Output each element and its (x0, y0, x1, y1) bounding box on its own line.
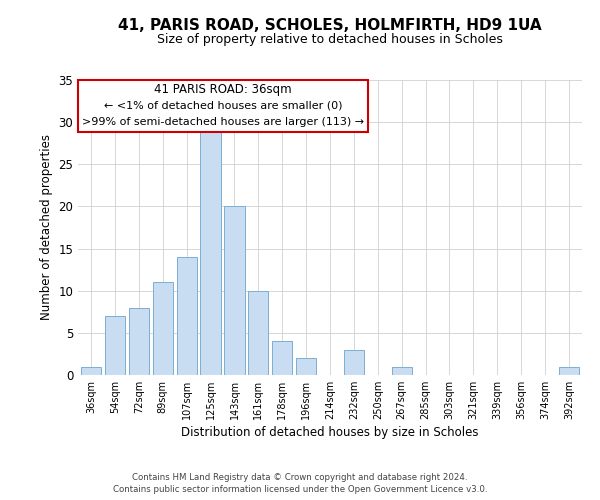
Bar (200, 130, 221, 375)
Bar (248, 290, 268, 375)
Text: ← <1% of detached houses are smaller (0): ← <1% of detached houses are smaller (0) (104, 101, 342, 111)
Bar (105, 316, 125, 375)
Bar (224, 206, 245, 375)
Text: 41 PARIS ROAD: 36sqm: 41 PARIS ROAD: 36sqm (154, 83, 292, 96)
Text: 41, PARIS ROAD, SCHOLES, HOLMFIRTH, HD9 1UA: 41, PARIS ROAD, SCHOLES, HOLMFIRTH, HD9 … (118, 18, 542, 32)
X-axis label: Distribution of detached houses by size in Scholes: Distribution of detached houses by size … (181, 426, 479, 439)
Text: Size of property relative to detached houses in Scholes: Size of property relative to detached ho… (157, 32, 503, 46)
Bar (129, 308, 149, 375)
FancyBboxPatch shape (78, 80, 368, 132)
Bar (176, 257, 197, 375)
Bar (392, 366, 412, 375)
Text: >99% of semi-detached houses are larger (113) →: >99% of semi-detached houses are larger … (82, 118, 364, 128)
Bar (272, 342, 292, 375)
Bar (296, 358, 316, 375)
Y-axis label: Number of detached properties: Number of detached properties (40, 134, 53, 320)
Bar (559, 366, 579, 375)
Bar (152, 282, 173, 375)
Bar (344, 350, 364, 375)
Text: Contains HM Land Registry data © Crown copyright and database right 2024.: Contains HM Land Registry data © Crown c… (132, 473, 468, 482)
Text: Contains public sector information licensed under the Open Government Licence v3: Contains public sector information licen… (113, 484, 487, 494)
Bar (81, 366, 101, 375)
